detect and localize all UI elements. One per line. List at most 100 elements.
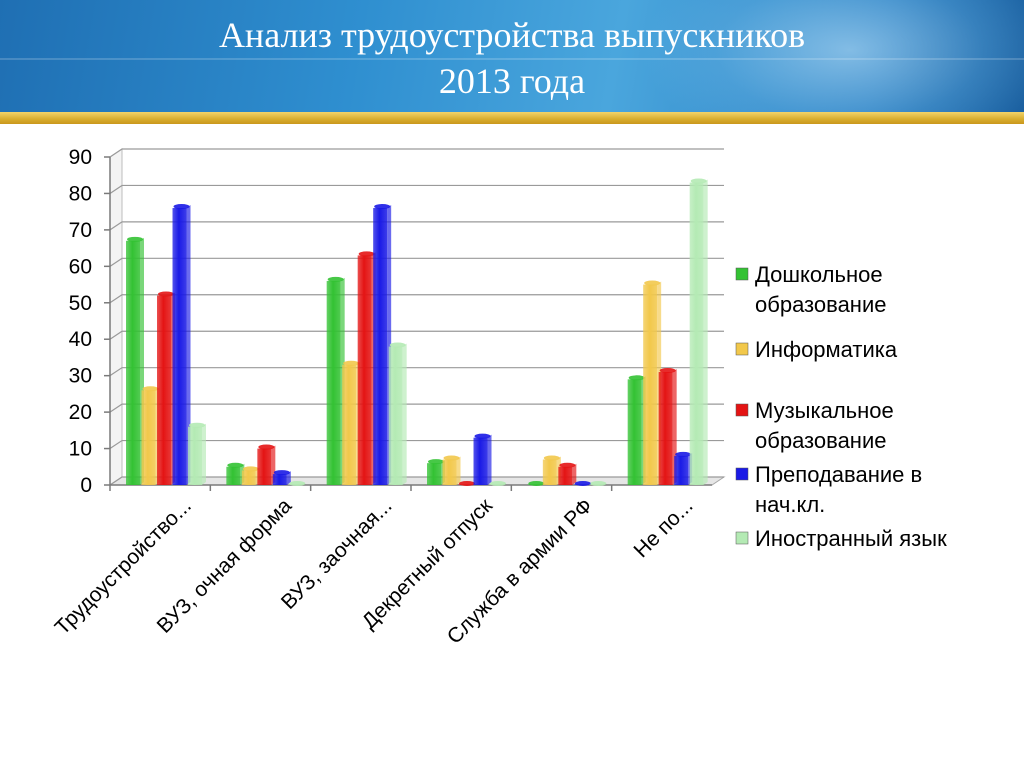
title-line-1: Анализ трудоустройства выпускников [218, 15, 806, 55]
bar-top [389, 342, 406, 348]
bar-front [257, 448, 272, 485]
bar-top [158, 291, 174, 297]
gridline [109, 294, 724, 304]
y-tick-label: 10 [69, 438, 92, 461]
side-wall [109, 148, 123, 486]
bar [627, 375, 646, 485]
bar-top [474, 433, 491, 439]
header-streak [0, 58, 1024, 60]
bar-top [142, 386, 159, 392]
legend-swatch [735, 342, 749, 356]
bar-front [542, 459, 557, 485]
bar-front [558, 466, 573, 485]
bar [473, 433, 492, 485]
bar-front [674, 455, 689, 485]
legend: Дошкольное образование Информатика Музыкаль… [735, 262, 947, 551]
bar-top [273, 470, 290, 476]
legend-item: Музыкальное образование [735, 398, 894, 453]
bar-top [289, 481, 306, 486]
gridline [109, 148, 724, 158]
bar [241, 466, 260, 485]
header-accent-bar [0, 112, 1024, 124]
bar-side [456, 456, 461, 485]
title-line-2: 2013 года [438, 61, 586, 101]
bar-top [528, 481, 545, 486]
bar-front [172, 208, 187, 485]
gridline [109, 221, 724, 231]
bar-top [628, 375, 645, 381]
legend-item: Иностранный язык [735, 526, 947, 551]
bar-front [342, 364, 357, 485]
bar-top [690, 178, 707, 184]
bar [658, 368, 677, 485]
bar-chart: 0 10 20 30 40 50 60 70 80 90 Трудоустройство...ВУ… [51, 146, 947, 649]
bar [527, 481, 546, 486]
bar [342, 360, 361, 485]
bar-top [374, 204, 391, 210]
bar [126, 236, 144, 485]
legend-swatch [735, 403, 749, 417]
bar [373, 204, 392, 485]
bar-top [659, 368, 676, 374]
bar-top [189, 422, 205, 428]
gridline [109, 330, 724, 340]
bar-top [127, 236, 143, 242]
bar [489, 481, 507, 486]
bar-front [643, 284, 658, 485]
legend-label: Информатика [755, 337, 898, 362]
legend-label: Дошкольное образование [755, 262, 886, 317]
bar-front [658, 372, 673, 485]
bar-top [644, 280, 661, 286]
bar-top [443, 455, 460, 461]
bar [357, 251, 376, 485]
bar [141, 386, 160, 485]
axes [104, 156, 712, 491]
slide-title: Анализ трудоустройства выпускников 2013 … [0, 12, 1024, 104]
bar-front [241, 470, 256, 485]
bar-top [227, 462, 244, 468]
bar-front [326, 280, 341, 485]
bar [257, 444, 276, 485]
bar-top [358, 251, 375, 257]
header-glow [640, 0, 1024, 112]
bar-top [242, 466, 259, 472]
legend-item: Преподавание в нач.кл. [735, 462, 922, 517]
y-tick-label: 40 [69, 328, 92, 351]
bar-front [126, 240, 140, 485]
bar [458, 481, 476, 486]
gridline [109, 257, 724, 267]
bar-side [286, 471, 291, 485]
y-tick-label: 80 [69, 182, 92, 205]
bar-front [188, 426, 202, 485]
bar-side [402, 343, 407, 485]
bar-side [487, 434, 492, 485]
bar [427, 459, 445, 485]
bar [188, 422, 206, 485]
bar-front [157, 295, 171, 485]
bar-side [186, 205, 191, 485]
bar [573, 481, 592, 486]
bar-top [459, 481, 475, 486]
y-tick-label: 60 [69, 255, 92, 278]
bar-side [202, 423, 206, 485]
bar-front [689, 182, 704, 485]
gridline [109, 367, 724, 377]
bar-front [442, 459, 457, 485]
bar-front [272, 474, 287, 485]
bar-top [327, 276, 344, 282]
legend-swatch [735, 267, 749, 281]
bar-top [590, 481, 607, 486]
bar-front [473, 437, 488, 485]
bar-top [173, 204, 190, 210]
bar-top [343, 360, 360, 366]
legend-item: Дошкольное образование [735, 262, 886, 317]
bar [326, 276, 345, 485]
legend-label: Музыкальное образование [755, 398, 894, 453]
y-tick-label: 50 [69, 292, 92, 315]
y-tick-label: 20 [69, 401, 92, 424]
bar [589, 481, 608, 486]
y-tick-label: 90 [69, 146, 92, 169]
bar [288, 481, 307, 486]
gridline [109, 476, 724, 486]
